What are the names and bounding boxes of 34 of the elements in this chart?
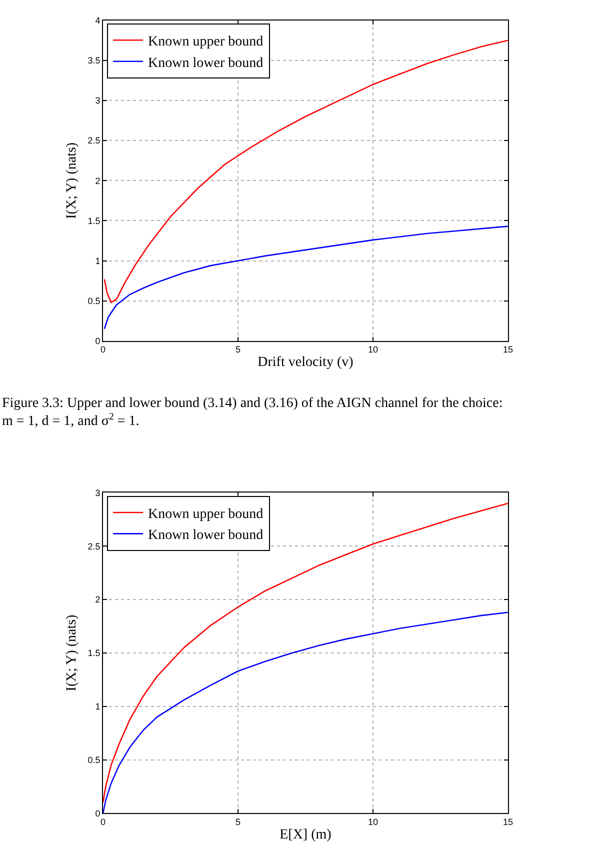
x-tick-label: 10 [368, 344, 378, 355]
y-tick-label: 2.5 [88, 541, 100, 552]
x-axis-title: Drift velocity (v) [258, 354, 354, 370]
y-tick-label: 1.5 [88, 216, 100, 226]
y-tick-label: 4 [95, 16, 100, 26]
y-axis-title: I(X; Y) (nats) [64, 142, 80, 219]
legend-label: Known lower bound [148, 528, 264, 544]
y-tick-label: 3 [95, 488, 100, 498]
y-tick-label: 1 [95, 702, 100, 712]
legend-label: Known lower bound [148, 56, 264, 71]
caption: Figure 3.3: Upper and lower bound (3.14) and (3.16) of the AIGN channel for the choice: m = 1, d = 1, and σ$^{2}$ = 1. [2, 396, 503, 430]
x-tick-label: 5 [235, 817, 240, 828]
y-tick-label: 0.5 [88, 754, 100, 765]
legend-label: Known upper bound [148, 506, 264, 522]
y-tick-label: 1 [95, 256, 100, 266]
y-tick-label: 3.5 [88, 56, 100, 66]
x-tick-label: 15 [502, 817, 513, 828]
y-tick-label: 2.5 [88, 136, 100, 146]
x-tick-label: 10 [368, 817, 378, 828]
y-tick-label: 0 [95, 336, 100, 346]
line-series [103, 502, 508, 804]
y-tick-label: 0.5 [88, 296, 100, 306]
x-axis-title: E[X] (m) [280, 827, 332, 842]
y-tick-label: 2 [95, 176, 100, 186]
y-tick-label: 2 [95, 594, 100, 605]
y-axis-title: I(X; Y) (nats) [64, 614, 80, 692]
line-series [103, 612, 508, 814]
x-tick-label: 5 [235, 344, 240, 355]
y-tick-label: 3 [95, 96, 100, 106]
y-tick-label: 0 [95, 808, 100, 818]
x-tick-label: 15 [502, 344, 513, 355]
legend-label: Known upper bound [148, 34, 264, 50]
line-series [104, 226, 508, 330]
y-tick-label: 1.5 [88, 648, 100, 658]
